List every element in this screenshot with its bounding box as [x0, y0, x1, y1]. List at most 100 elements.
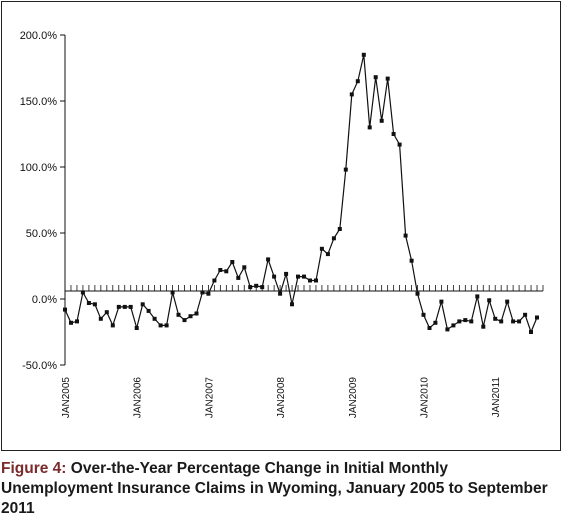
caption-text: Over-the-Year Percentage Change in Initi… — [1, 460, 548, 517]
data-point — [325, 252, 330, 257]
data-point — [128, 304, 133, 309]
data-point — [122, 304, 127, 309]
data-point — [523, 312, 528, 317]
data-point — [194, 311, 199, 316]
data-point — [361, 52, 366, 57]
data-point — [337, 227, 342, 231]
data-point — [505, 299, 510, 304]
x-tick-label: JAN2008 — [276, 377, 287, 419]
x-tick-label: JAN2011 — [491, 377, 502, 418]
data-point — [266, 257, 271, 262]
data-point — [212, 278, 217, 283]
y-tick-label: 0.0% — [32, 294, 57, 306]
data-point — [367, 125, 372, 130]
chart-frame: 200.0% 150.0% 100.0% 50.0% 0.0% -50.0% JAN200… — [1, 1, 561, 451]
data-point — [164, 323, 169, 328]
data-point — [98, 316, 103, 321]
series-polyline — [64, 54, 538, 334]
data-point — [218, 268, 223, 272]
data-point — [75, 319, 79, 324]
data-point — [403, 233, 408, 238]
data-point — [499, 319, 504, 324]
x-tick-label: JAN2005 — [61, 377, 72, 419]
data-point — [278, 291, 283, 296]
data-point — [409, 258, 414, 263]
data-point — [385, 76, 390, 81]
data-point — [349, 92, 354, 97]
data-point — [493, 316, 498, 321]
data-point — [481, 324, 486, 329]
data-point — [529, 330, 533, 334]
data-point — [487, 298, 492, 303]
data-point — [176, 312, 181, 317]
data-point — [230, 260, 235, 264]
data-point — [517, 319, 522, 324]
y-tick-label: 50.0% — [26, 228, 57, 240]
y-tick-label: 100.0% — [20, 162, 58, 174]
data-point — [242, 265, 247, 270]
data-point — [511, 319, 516, 324]
data-point — [140, 302, 145, 307]
data-point — [260, 285, 265, 290]
data-point — [535, 315, 539, 320]
x-tick-label: JAN2010 — [420, 377, 431, 419]
data-point — [331, 236, 336, 241]
data-point — [445, 327, 450, 332]
data-point — [391, 132, 396, 136]
data-point — [421, 312, 426, 317]
data-point — [134, 326, 139, 330]
data-point — [116, 304, 121, 309]
series-line — [63, 52, 539, 334]
data-point — [469, 319, 474, 324]
data-point — [206, 291, 211, 296]
zero-line — [64, 285, 544, 292]
data-point — [224, 269, 229, 274]
data-point — [427, 326, 432, 330]
data-point — [92, 302, 97, 307]
data-point — [415, 291, 420, 296]
data-point — [110, 323, 115, 328]
data-point — [475, 294, 480, 299]
data-point — [451, 323, 456, 328]
y-tick-label: -50.0% — [22, 360, 57, 372]
data-point — [379, 118, 384, 123]
data-point — [433, 320, 438, 325]
data-point — [80, 290, 85, 295]
data-point — [314, 278, 318, 283]
data-point — [439, 299, 444, 304]
data-point — [308, 278, 312, 283]
data-point — [152, 316, 157, 321]
figure-caption: Figure 4: Over-the-Year Percentage Chang… — [1, 459, 561, 519]
y-tick-label: 150.0% — [20, 96, 58, 108]
data-point — [86, 301, 91, 305]
data-point — [63, 307, 67, 312]
data-point — [170, 290, 175, 295]
data-point — [355, 79, 360, 84]
data-point — [290, 302, 294, 307]
data-point — [146, 308, 151, 313]
data-point — [188, 314, 193, 319]
data-point — [182, 318, 187, 323]
data-point — [284, 271, 289, 276]
x-tick-label: JAN2007 — [204, 377, 215, 419]
data-point — [69, 320, 73, 325]
data-point — [272, 274, 277, 279]
data-point — [254, 283, 259, 288]
y-axis: 200.0% 150.0% 100.0% 50.0% 0.0% -50.0% — [20, 30, 66, 372]
data-point — [463, 318, 468, 323]
data-point — [104, 310, 109, 315]
data-point — [397, 142, 402, 147]
y-tick-label: 200.0% — [20, 30, 58, 42]
line-chart: 200.0% 150.0% 100.0% 50.0% 0.0% -50.0% JAN200… — [20, 30, 544, 419]
data-point — [373, 75, 378, 80]
x-axis: JAN2005 JAN2006 JAN2007 JAN2008 JAN2009 JAN20… — [61, 377, 502, 419]
data-point — [296, 274, 300, 279]
data-point — [457, 319, 462, 324]
data-point — [343, 167, 348, 172]
caption-label: Figure 4: — [1, 460, 67, 477]
data-point — [319, 246, 324, 251]
data-point — [302, 274, 306, 279]
x-tick-label: JAN2006 — [133, 377, 144, 419]
data-point — [236, 275, 241, 280]
data-point — [158, 323, 163, 328]
